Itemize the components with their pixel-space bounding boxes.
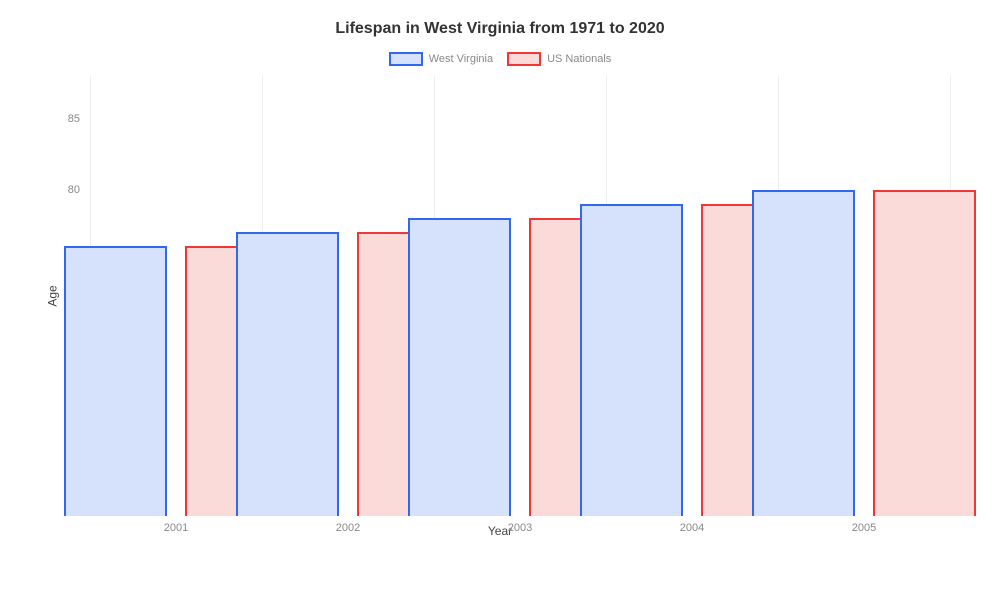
x-tick-label: 2004	[680, 522, 704, 534]
plot-area: 60657075808520012002200320042005	[90, 76, 950, 516]
legend-item-us-nationals[interactable]: US Nationals	[507, 52, 611, 66]
bar-west-virginia[interactable]	[408, 218, 511, 516]
y-axis-title: Age	[46, 285, 60, 306]
chart-title: Lifespan in West Virginia from 1971 to 2…	[30, 20, 970, 38]
bar-west-virginia[interactable]	[580, 204, 683, 516]
chart-container: Lifespan in West Virginia from 1971 to 2…	[0, 0, 1000, 600]
bar-west-virginia[interactable]	[236, 232, 339, 516]
legend-label-us-nationals: US Nationals	[547, 53, 611, 65]
y-tick-label: 80	[68, 184, 80, 196]
legend-item-west-virginia[interactable]: West Virginia	[389, 52, 493, 66]
plot-wrap: Age 60657075808520012002200320042005	[90, 76, 950, 516]
legend: West Virginia US Nationals	[30, 52, 970, 66]
legend-swatch-west-virginia	[389, 52, 423, 66]
x-tick-label: 2003	[508, 522, 532, 534]
x-tick-label: 2001	[164, 522, 188, 534]
legend-swatch-us-nationals	[507, 52, 541, 66]
y-tick-label: 85	[68, 113, 80, 125]
bar-us-nationals[interactable]	[873, 190, 976, 516]
bar-west-virginia[interactable]	[752, 190, 855, 516]
x-tick-label: 2002	[336, 522, 360, 534]
x-tick-label: 2005	[852, 522, 876, 534]
legend-label-west-virginia: West Virginia	[429, 53, 493, 65]
bar-west-virginia[interactable]	[64, 246, 167, 516]
